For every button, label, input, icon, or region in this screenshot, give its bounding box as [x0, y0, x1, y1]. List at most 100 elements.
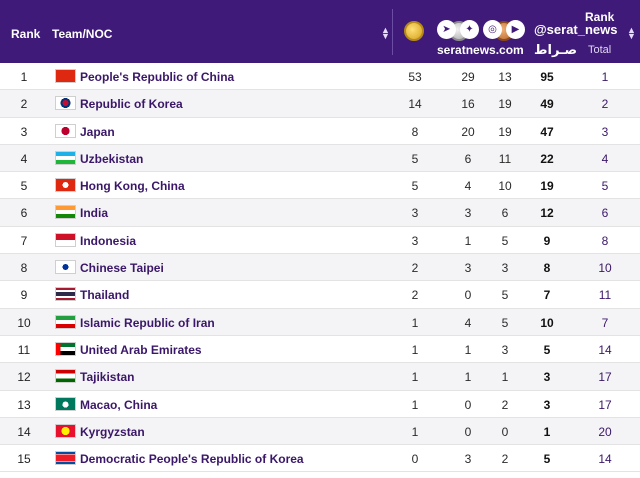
rank-by-total-cell: 3	[601, 124, 609, 139]
table-row[interactable]: 6 India 3 3 6 12 6	[0, 199, 640, 227]
silver-count: 20	[461, 124, 475, 139]
rank-cell: 7	[20, 233, 28, 248]
team-link[interactable]: Macao, China	[80, 397, 158, 412]
header-divider	[392, 9, 393, 55]
total-count: 95	[540, 70, 554, 84]
bronze-count: 5	[501, 288, 509, 303]
sort-icon[interactable]: ▲ ▼	[381, 25, 390, 41]
bronze-count: 3	[501, 261, 509, 276]
bronze-count: 6	[501, 206, 509, 221]
team-link[interactable]: Tajikistan	[80, 370, 135, 385]
total-count: 9	[543, 233, 551, 248]
gold-count: 0	[411, 452, 419, 467]
rank-by-total-cell: 4	[601, 151, 609, 166]
team-link[interactable]: Thailand	[80, 288, 130, 303]
silver-count: 3	[464, 261, 472, 276]
twitter-icon: ✦	[460, 20, 479, 39]
rank-by-total-header[interactable]: Rank	[585, 10, 615, 24]
table-row[interactable]: 15 Democratic People's Republic of Korea…	[0, 445, 640, 473]
total-count: 5	[543, 342, 551, 357]
rank-column-header[interactable]: Rank	[11, 27, 41, 41]
rank-cell: 3	[20, 124, 28, 139]
gold-count: 14	[408, 97, 422, 112]
team-link[interactable]: Democratic People's Republic of Korea	[80, 452, 304, 467]
rank-by-total-cell: 6	[601, 206, 609, 221]
rank-cell: 6	[20, 206, 28, 221]
rank-by-total-cell: 2	[601, 97, 609, 112]
team-link[interactable]: Islamic Republic of Iran	[80, 315, 215, 330]
team-link[interactable]: Chinese Taipei	[80, 261, 164, 276]
table-row[interactable]: 4 Uzbekistan 5 6 11 22 4	[0, 144, 640, 173]
team-link[interactable]: United Arab Emirates	[80, 342, 202, 357]
rank-by-total-cell: 14	[598, 342, 612, 357]
silver-count: 1	[464, 370, 472, 385]
silver-count: 4	[464, 179, 472, 194]
rank-cell: 10	[17, 315, 31, 330]
gold-count: 3	[411, 233, 419, 248]
gold-count: 5	[411, 179, 419, 194]
table-row[interactable]: 1 People's Republic of China 53 29 13 95…	[0, 63, 640, 91]
table-row[interactable]: 12 Tajikistan 1 1 1 3 17	[0, 363, 640, 391]
table-row[interactable]: 8 Chinese Taipei 2 3 3 8 10	[0, 254, 640, 282]
table-row[interactable]: 10 Islamic Republic of Iran 1 4 5 10 7	[0, 308, 640, 336]
rank-by-total-cell: 1	[601, 70, 609, 84]
table-row[interactable]: 2 Republic of Korea 14 16 19 49 2	[0, 90, 640, 118]
sort-icon[interactable]: ▲ ▼	[627, 25, 636, 41]
rank-by-total-cell: 11	[598, 288, 612, 303]
watermark-handle: @serat_news	[534, 22, 618, 37]
china-flag-icon	[55, 69, 76, 83]
rank-cell: 2	[20, 97, 28, 112]
rank-by-total-cell: 5	[601, 179, 609, 194]
table-row[interactable]: 5 Hong Kong, China 5 4 10 19 5	[0, 172, 640, 200]
team-link[interactable]: Japan	[80, 124, 115, 139]
team-link[interactable]: Uzbekistan	[80, 151, 144, 166]
rank-by-total-cell: 17	[598, 370, 612, 385]
table-row[interactable]: 13 Macao, China 1 0 2 3 17	[0, 391, 640, 418]
indonesia-flag-icon	[55, 232, 76, 247]
rank-by-total-cell: 20	[598, 424, 612, 439]
table-row[interactable]: 11 United Arab Emirates 1 1 3 5 14	[0, 336, 640, 364]
silver-count: 29	[461, 70, 475, 84]
watermark-site: seratnews.com	[437, 43, 524, 57]
total-count: 12	[540, 206, 554, 221]
silver-count: 3	[464, 452, 472, 467]
gold-count: 2	[411, 288, 419, 303]
silver-count: 0	[464, 397, 472, 412]
bronze-count: 19	[498, 97, 512, 112]
chinese-taipei-flag-icon	[55, 260, 76, 275]
rank-by-total-cell: 14	[598, 452, 612, 467]
table-row[interactable]: 7 Indonesia 3 1 5 9 8	[0, 227, 640, 255]
silver-count: 0	[464, 288, 472, 303]
gold-medal-icon[interactable]	[404, 21, 424, 41]
silver-count: 0	[464, 424, 472, 439]
team-link[interactable]: People's Republic of China	[80, 70, 235, 84]
rank-cell: 15	[17, 452, 31, 467]
silver-count: 6	[464, 151, 472, 166]
korea-flag-icon	[55, 96, 76, 111]
rank-cell: 9	[20, 288, 28, 303]
bronze-count: 13	[498, 70, 512, 84]
bronze-count: 3	[501, 342, 509, 357]
team-link[interactable]: Hong Kong, China	[80, 179, 185, 194]
team-link[interactable]: Indonesia	[80, 233, 137, 248]
total-count: 47	[540, 124, 554, 139]
silver-count: 3	[464, 206, 472, 221]
bronze-count: 2	[501, 452, 509, 467]
total-count: 7	[543, 288, 551, 303]
gold-count: 5	[411, 151, 419, 166]
table-row[interactable]: 3 Japan 8 20 19 47 3	[0, 118, 640, 145]
total-count: 1	[543, 424, 551, 439]
team-link[interactable]: India	[80, 206, 109, 221]
team-link[interactable]: Kyrgyzstan	[80, 424, 145, 439]
team-link[interactable]: Republic of Korea	[80, 97, 183, 112]
gold-count: 53	[408, 70, 422, 84]
table-row[interactable]: 9 Thailand 2 0 5 7 11	[0, 281, 640, 309]
silver-count: 1	[464, 233, 472, 248]
team-column-header[interactable]: Team/NOC	[52, 27, 113, 41]
rank-cell: 13	[17, 397, 31, 412]
table-row[interactable]: 14 Kyrgyzstan 1 0 0 1 20	[0, 417, 640, 446]
bronze-count: 11	[498, 151, 512, 166]
gold-count: 1	[411, 342, 419, 357]
hong-kong-flag-icon	[55, 178, 76, 193]
rank-cell: 1	[20, 70, 28, 84]
